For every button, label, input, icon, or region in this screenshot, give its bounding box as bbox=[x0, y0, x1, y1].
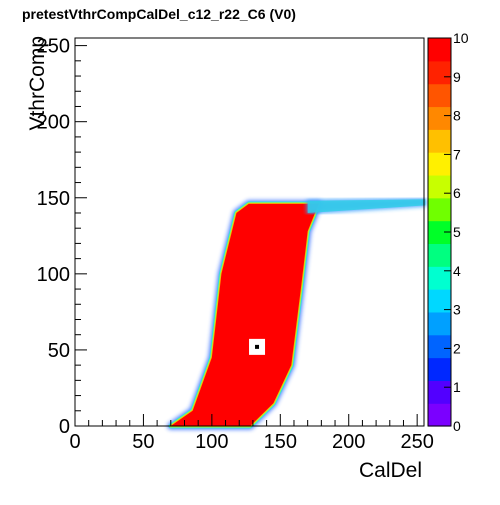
colorbar-tick-label: 4 bbox=[453, 263, 461, 279]
x-tick-label: 50 bbox=[132, 431, 154, 453]
colorbar-tick-label: 10 bbox=[453, 30, 469, 46]
colorbar-tick-label: 9 bbox=[453, 69, 461, 85]
colorbar-tick-label: 6 bbox=[453, 185, 461, 201]
colorbar-cell bbox=[428, 174, 451, 199]
x-tick-label: 150 bbox=[264, 431, 297, 453]
colorbar-cell bbox=[428, 152, 451, 176]
colorbar-tick-label: 8 bbox=[453, 108, 461, 124]
colorbar-cell bbox=[428, 311, 451, 336]
x-axis-title: CalDel bbox=[359, 459, 422, 482]
y-tick-label: 150 bbox=[37, 188, 70, 210]
band-plateau-tail bbox=[307, 199, 426, 213]
colorbar-cell bbox=[428, 220, 451, 245]
colorbar-cell bbox=[428, 38, 451, 62]
colorbar-cell bbox=[428, 403, 451, 427]
colorbar-cell bbox=[428, 129, 451, 153]
colorbar-cell bbox=[428, 243, 451, 267]
x-tick-label: 0 bbox=[69, 431, 80, 453]
colorbar-cell bbox=[428, 357, 451, 381]
band-saturated-band bbox=[170, 203, 319, 426]
x-tick-label: 200 bbox=[332, 431, 365, 453]
colorbar-cell bbox=[428, 289, 451, 313]
y-axis-title: VthrComp bbox=[26, 36, 49, 131]
colorbar-tick-label: 1 bbox=[453, 379, 461, 395]
colorbar-tick-label: 2 bbox=[453, 340, 461, 356]
colorbar-cell bbox=[428, 60, 451, 85]
colorbar-tick-label: 7 bbox=[453, 146, 461, 162]
colorbar-cell bbox=[428, 83, 451, 108]
y-tick-label: 0 bbox=[59, 416, 70, 438]
y-tick-label: 200 bbox=[37, 112, 70, 134]
colorbar-cell bbox=[428, 197, 451, 222]
hole-dot bbox=[255, 344, 260, 349]
y-tick-label: 100 bbox=[37, 264, 70, 286]
colorbar-tick-label: 0 bbox=[453, 418, 461, 434]
chart-title: pretestVthrCompCalDel_c12_r22_C6 (V0) bbox=[22, 6, 296, 22]
colorbar-cell bbox=[428, 380, 451, 404]
colorbar-cell bbox=[428, 106, 451, 130]
x-tick-label: 250 bbox=[400, 431, 433, 453]
colorbar-cell bbox=[428, 334, 451, 359]
colorbar-cell bbox=[428, 266, 451, 290]
y-tick-label: 250 bbox=[37, 36, 70, 58]
colorbar-tick-label: 5 bbox=[453, 224, 461, 240]
plot-frame bbox=[74, 37, 425, 427]
y-tick-label: 50 bbox=[48, 340, 70, 362]
x-tick-label: 100 bbox=[195, 431, 228, 453]
colorbar-tick-label: 3 bbox=[453, 302, 461, 318]
